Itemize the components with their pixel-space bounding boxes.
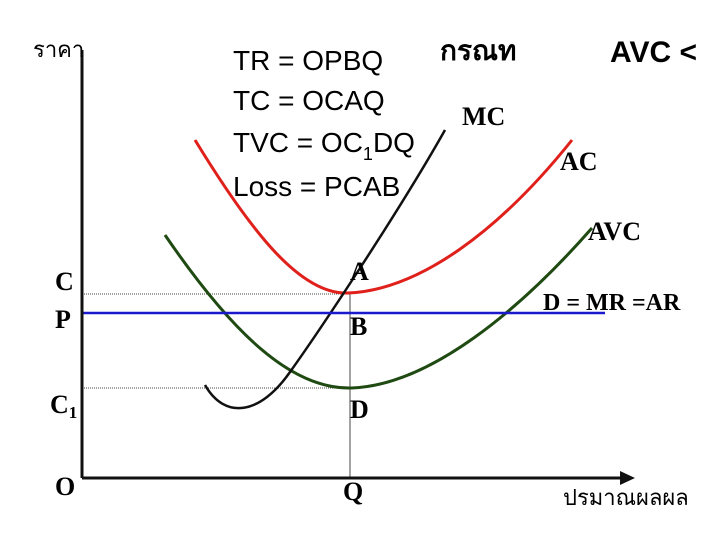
case-heading: กรณท bbox=[440, 35, 516, 66]
avc-curve bbox=[163, 227, 594, 390]
formula-tvc-sub: 1 bbox=[363, 144, 373, 164]
point-a: A bbox=[350, 257, 369, 286]
c-label: C bbox=[55, 267, 74, 296]
point-d: D bbox=[350, 395, 369, 424]
x-axis-arrow bbox=[620, 471, 635, 485]
origin-label: O bbox=[55, 472, 75, 501]
formula-tr: TR = OPBQ bbox=[233, 45, 383, 76]
demand-label: D = MR =AR bbox=[543, 290, 681, 316]
ac-curve bbox=[193, 139, 574, 295]
c1-sub: 1 bbox=[69, 403, 78, 422]
avc-label: AVC bbox=[588, 217, 641, 246]
c1-main: C bbox=[50, 390, 69, 419]
ac-label: AC bbox=[560, 147, 598, 176]
mc-label: MC bbox=[462, 102, 505, 131]
formula-loss: Loss = PCAB bbox=[233, 171, 400, 202]
point-b: B bbox=[350, 312, 367, 341]
formula-tvc-end: DQ bbox=[373, 127, 415, 158]
formula-tvc-main: TVC = OC bbox=[233, 127, 363, 158]
p-label: P bbox=[55, 305, 71, 334]
mc-curve bbox=[203, 129, 447, 410]
q-label: Q bbox=[343, 477, 363, 506]
avc-heading: AVC < bbox=[610, 36, 697, 69]
y-label: ราคา bbox=[33, 37, 84, 62]
x-label: ปรมาณผลผล bbox=[563, 485, 689, 510]
c1-label: C1 bbox=[50, 390, 77, 422]
formula-tvc: TVC = OC1DQ bbox=[233, 127, 415, 164]
formula-tc: TC = OCAQ bbox=[233, 85, 385, 116]
